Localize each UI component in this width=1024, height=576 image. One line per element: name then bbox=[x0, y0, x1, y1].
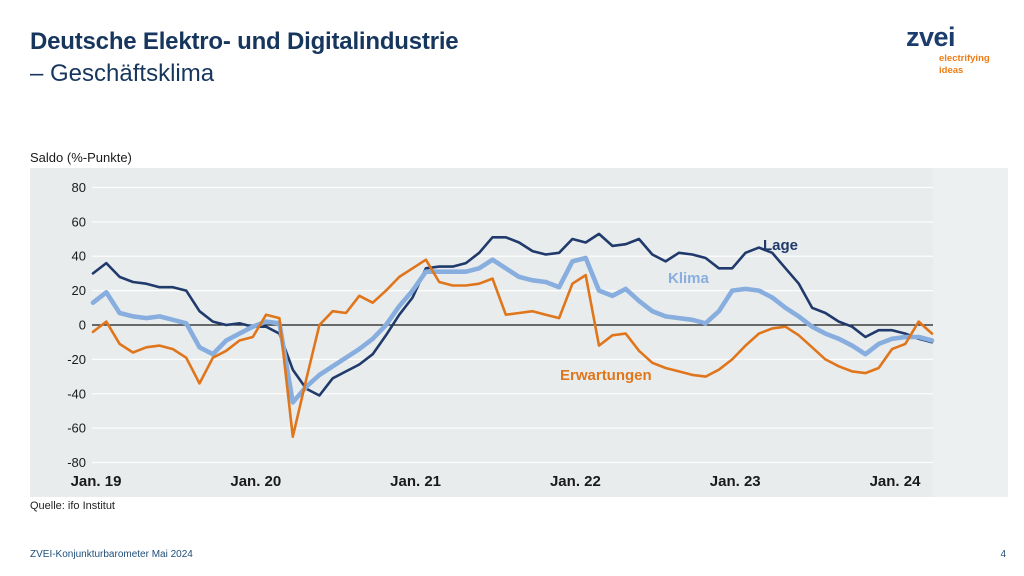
series-line-lage bbox=[91, 232, 934, 397]
footer-page-number: 4 bbox=[1000, 549, 1006, 560]
series-label-erwartungen: Erwartungen bbox=[560, 367, 652, 384]
title-block: Deutsche Elektro- und Digitalindustrie –… bbox=[30, 28, 459, 88]
y-axis-title: Saldo (%-Punkte) bbox=[30, 150, 132, 165]
y-tick-label: 80 bbox=[72, 180, 86, 195]
y-tick-label: -40 bbox=[67, 386, 86, 401]
zvei-logo: zvei electrifying ideas bbox=[906, 24, 990, 77]
zvei-logo-tagline: electrifying ideas bbox=[939, 53, 990, 77]
series-line-erwartungen bbox=[91, 258, 934, 439]
y-tick-label: 60 bbox=[72, 214, 86, 229]
y-tick-label: 20 bbox=[72, 283, 86, 298]
page-title: Deutsche Elektro- und Digitalindustrie bbox=[30, 28, 459, 55]
x-tick-label: Jan. 24 bbox=[870, 473, 922, 490]
series-label-lage: Lage bbox=[763, 237, 799, 254]
x-tick-label: Jan. 22 bbox=[550, 473, 601, 490]
zvei-logo-wordmark: zvei bbox=[906, 22, 956, 52]
x-tick-label: Jan. 20 bbox=[230, 473, 281, 490]
panel-right-margin bbox=[933, 168, 1008, 497]
chart-panel: 80 60 40 20 0 -20 -40 -60 -80 Jan. 19 Jan. 20 Jan. … bbox=[30, 168, 1008, 497]
x-tick-label: Jan. 19 bbox=[71, 473, 122, 490]
series-line-klima bbox=[90, 255, 935, 405]
series-label-klima: Klima bbox=[668, 270, 709, 287]
footer-report-name: ZVEI-Konjunkturbarometer Mai 2024 bbox=[30, 549, 193, 560]
page-subtitle: – Geschäftsklima bbox=[30, 60, 215, 87]
y-tick-label: -20 bbox=[67, 352, 86, 367]
y-tick-label: 40 bbox=[72, 249, 86, 264]
y-tick-label: -80 bbox=[67, 455, 86, 470]
x-tick-label: Jan. 21 bbox=[390, 473, 441, 490]
x-tick-label: Jan. 23 bbox=[710, 473, 761, 490]
y-tick-label: -60 bbox=[67, 421, 86, 436]
zvei-logo-tagline-line2: ideas bbox=[939, 64, 964, 76]
y-tick-label: 0 bbox=[79, 318, 86, 333]
source-note: Quelle: ifo Institut bbox=[30, 500, 115, 512]
chart-svg: 80 60 40 20 0 -20 -40 -60 -80 Jan. 19 Jan. 20 Jan. … bbox=[67, 168, 1008, 497]
zvei-logo-tagline-line1: electrifying bbox=[939, 53, 990, 64]
